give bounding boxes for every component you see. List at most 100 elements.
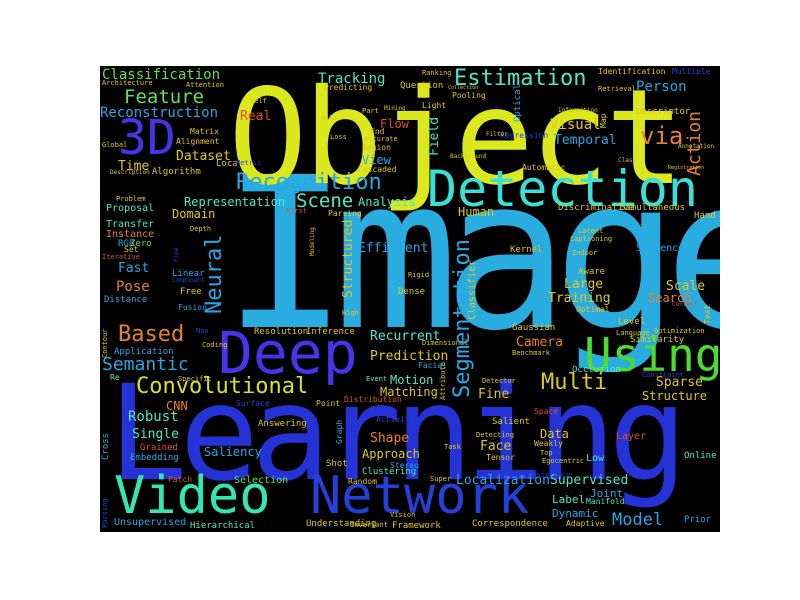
word-dimensional: Dimensional xyxy=(422,339,469,347)
word-regression: Regression xyxy=(500,131,549,140)
word-captioning: Captioning xyxy=(570,235,613,243)
word-contour: Contour xyxy=(101,328,109,358)
word-optimal: Optimal xyxy=(576,305,610,314)
word-action: Action xyxy=(684,110,705,176)
word-annotation: Annotation xyxy=(678,143,715,150)
word-flow: Flow xyxy=(380,117,409,131)
word-structure: Structure xyxy=(642,389,708,403)
word-multi: Multi xyxy=(541,370,608,395)
word-adaptive: Adaptive xyxy=(566,519,605,528)
word-part: Part xyxy=(362,107,379,115)
word-visual: Visual xyxy=(550,117,601,133)
word-constraint: Constraint xyxy=(642,371,685,379)
word-layer: Layer xyxy=(616,431,647,442)
word-convolutional: Convolutional xyxy=(136,374,309,399)
word-self: Self xyxy=(250,97,267,105)
word-distance: Distance xyxy=(104,295,148,305)
word-sparse: Sparse xyxy=(656,375,703,390)
word-correspondence: Correspondence xyxy=(472,519,548,529)
word-task: Task xyxy=(444,443,461,451)
word-algorithm: Algorithm xyxy=(152,167,201,177)
word-3d: 3D xyxy=(118,110,176,166)
word-detector: Detector xyxy=(482,377,516,385)
word-linear: Linear xyxy=(172,269,205,279)
word-label: Label xyxy=(552,493,586,506)
word-first: First xyxy=(286,207,308,215)
word-neural: Neural xyxy=(202,234,227,314)
word-hierarchical: Hierarchical xyxy=(190,521,256,531)
word-problem: Problem xyxy=(116,195,146,203)
word-cascaded: Cascaded xyxy=(358,165,397,174)
word-high: High xyxy=(342,309,359,317)
word-coding: Coding xyxy=(202,341,228,349)
word-attribute: Attribute xyxy=(439,362,447,400)
word-learning: Learning xyxy=(108,357,688,511)
word-using: Using xyxy=(584,328,720,382)
word-camera: Camera xyxy=(516,335,563,350)
word-stereo: Stereo xyxy=(390,461,419,470)
word-localization: Localization xyxy=(456,473,550,488)
word-motion: Motion xyxy=(390,373,434,387)
word-efficient: Efficient xyxy=(358,241,429,256)
word-discriminative: Discriminative xyxy=(558,203,634,213)
word-specific: Specific xyxy=(178,375,212,383)
word-approach: Approach xyxy=(362,447,420,461)
word-scale: Scale xyxy=(666,279,706,294)
word-pooling: Pooling xyxy=(452,91,486,100)
word-deep: Deep xyxy=(218,319,358,387)
word-pose: Pose xyxy=(116,279,150,295)
word-free: Free xyxy=(180,287,202,297)
word-end: End xyxy=(370,127,385,136)
word-human: Human xyxy=(458,205,495,219)
word-semantic: Semantic xyxy=(102,354,189,375)
word-structured: Structured xyxy=(341,219,356,298)
word-via: via xyxy=(640,122,684,150)
word-inference: Inference xyxy=(306,327,355,337)
word-classifier: Classifier xyxy=(467,259,478,320)
word-modeling: Modeling xyxy=(309,227,316,256)
word-occlusion: Occlusion xyxy=(572,365,621,375)
word-network: Network xyxy=(310,466,530,526)
word-multiple: Multiple xyxy=(672,67,711,76)
word-shot: Shot xyxy=(326,459,348,469)
word-gaussian: Gaussian xyxy=(512,323,556,333)
word-aware: Aware xyxy=(578,267,606,277)
word-description: Description xyxy=(110,169,150,176)
word-ranking: Ranking xyxy=(422,69,452,77)
word-unsupervised: Unsupervised xyxy=(114,517,187,528)
word-latent: Latent xyxy=(578,227,604,235)
word-alignment: Alignment xyxy=(176,137,220,146)
word-invariant: Invariant xyxy=(350,521,388,529)
word-non: Non xyxy=(196,327,209,335)
word-optical: Optical xyxy=(513,84,523,122)
word-collection: Collection xyxy=(448,85,479,91)
word-person: Person xyxy=(636,79,687,95)
word-training: Training xyxy=(548,291,611,306)
word-feature: Feature xyxy=(124,86,205,108)
word-robust: Robust xyxy=(128,409,179,425)
word-egocentric: Egocentric xyxy=(542,457,585,465)
word-event: Event xyxy=(366,375,388,383)
word-indoor: Indoor xyxy=(572,249,598,257)
word-patch: Patch xyxy=(168,475,193,484)
word-detecting: Detecting xyxy=(476,431,514,439)
word-super: Super xyxy=(430,475,452,483)
word-application: Application xyxy=(114,347,174,357)
word-domain: Domain xyxy=(172,207,216,221)
word-graph: Graph xyxy=(335,419,344,444)
word-joint: Joint xyxy=(590,487,624,500)
word-tensor: Tensor xyxy=(486,453,515,462)
word-model: Model xyxy=(612,510,664,530)
word-search: Search xyxy=(648,291,692,305)
word-representation: Representation xyxy=(184,195,286,209)
word-information: Information xyxy=(558,107,598,114)
word-dynamic: Dynamic xyxy=(552,507,599,520)
word-re: Re xyxy=(110,373,120,382)
word-classification: Classification xyxy=(102,67,221,83)
word-region: Region xyxy=(362,143,391,152)
word-cnn: CNN xyxy=(166,399,188,413)
word-zero: Zero xyxy=(130,239,152,249)
word-text: Text xyxy=(703,304,712,324)
word-local: Local xyxy=(216,159,244,169)
word-map: Map xyxy=(599,113,608,128)
